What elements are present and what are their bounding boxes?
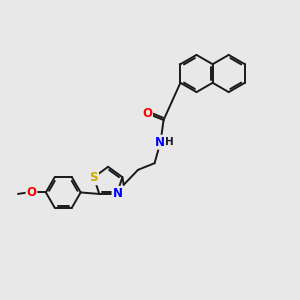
Text: S: S (90, 171, 98, 184)
Text: H: H (165, 137, 174, 147)
Text: O: O (26, 186, 37, 199)
Text: O: O (142, 107, 152, 120)
Text: N: N (155, 136, 165, 149)
Text: N: N (112, 187, 122, 200)
